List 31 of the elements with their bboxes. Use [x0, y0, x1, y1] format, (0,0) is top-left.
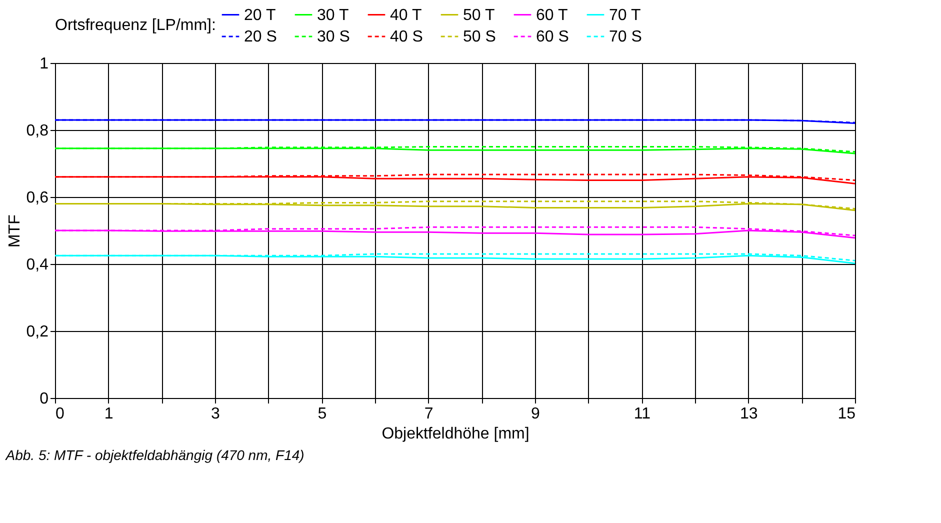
- legend-label: 70 S: [609, 28, 642, 46]
- legend-label: 60 T: [536, 6, 568, 24]
- x-tick-label: 11: [634, 406, 651, 422]
- legend-label: 50 T: [463, 6, 495, 24]
- y-tick-label: 0,2: [26, 324, 49, 340]
- y-tick-label: 0,6: [26, 190, 49, 206]
- legend-label: 70 T: [609, 6, 641, 24]
- x-tick-label: 3: [211, 406, 220, 422]
- x-axis-title: Objektfeldhöhe [mm]: [382, 426, 530, 442]
- legend-label: 60 S: [536, 28, 569, 46]
- legend-label: 40 S: [390, 28, 423, 46]
- y-axis-title: MTF: [6, 214, 24, 248]
- x-tick-label: 0: [56, 406, 64, 422]
- legend-label: 50 S: [463, 28, 496, 46]
- x-tick-label: 5: [318, 406, 327, 422]
- x-tick-label: 1: [104, 406, 114, 422]
- caption: Abb. 5: MTF - objektfeldabhängig (470 nm, F14): [4, 447, 304, 463]
- legend-title: Ortsfrequenz [LP/mm]:: [55, 17, 216, 34]
- legend-label: 30 S: [317, 28, 350, 46]
- x-tick-label: 7: [424, 406, 434, 422]
- y-tick-label: 0,8: [26, 122, 49, 140]
- x-tick-label: 9: [531, 406, 540, 422]
- legend-label: 30 T: [317, 6, 349, 24]
- legend-label: 20 T: [244, 6, 276, 24]
- y-tick-label: 0: [40, 390, 49, 408]
- y-tick-label: 0,4: [26, 256, 49, 274]
- legend-label: 40 T: [390, 6, 422, 24]
- legend-label: 20 S: [244, 28, 277, 46]
- x-tick-label: 15: [838, 406, 856, 422]
- x-tick-label: 13: [740, 406, 758, 422]
- y-tick-label: 1: [40, 56, 49, 72]
